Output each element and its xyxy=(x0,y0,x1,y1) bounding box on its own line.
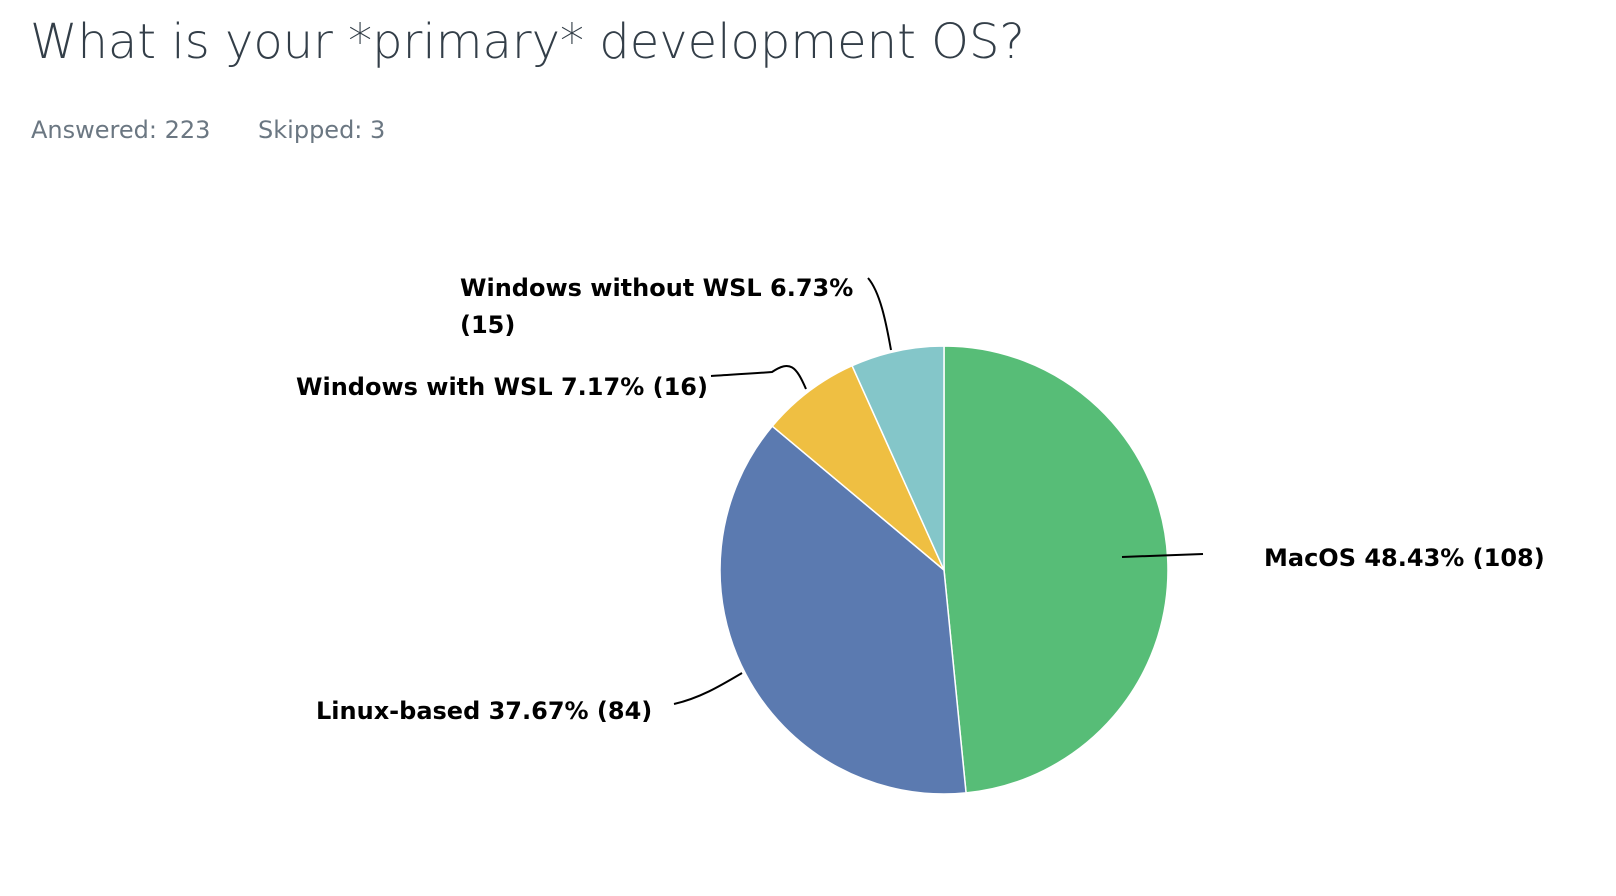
response-stats: Answered: 223 Skipped: 3 xyxy=(31,116,385,144)
label-windows-without-wsl-line-2: (15) xyxy=(460,311,515,339)
slice-windows-with-wsl xyxy=(771,364,945,571)
slice-macos xyxy=(943,345,1169,794)
label-windows-without-wsl: Windows without WSL 6.73% (15) xyxy=(460,274,862,339)
label-windows-with-wsl: Windows with WSL 7.17% (16) xyxy=(296,373,708,401)
answered-count: Answered: 223 xyxy=(31,116,211,144)
label-windows-without-wsl-line-1: Windows without WSL 6.73% xyxy=(460,274,853,302)
slice-windows-without-wsl xyxy=(851,345,945,571)
page-title: What is your *primary* development OS? xyxy=(30,14,1025,70)
label-linux-based: Linux-based 37.67% (84) xyxy=(316,697,652,725)
slice-labels: MacOS 48.43% (108) Linux-based 37.67% (8… xyxy=(296,274,1545,725)
leader-line-windows-with-wsl xyxy=(710,365,807,390)
label-macos: MacOS 48.43% (108) xyxy=(1264,544,1545,572)
pie-slices xyxy=(719,345,1169,795)
skipped-count: Skipped: 3 xyxy=(258,116,386,144)
slice-linux-based xyxy=(719,425,967,795)
leader-lines xyxy=(673,277,1204,705)
leader-line-windows-without-wsl xyxy=(867,277,892,351)
leader-line-linux-based xyxy=(673,672,743,705)
leader-line-macos xyxy=(1121,553,1204,558)
